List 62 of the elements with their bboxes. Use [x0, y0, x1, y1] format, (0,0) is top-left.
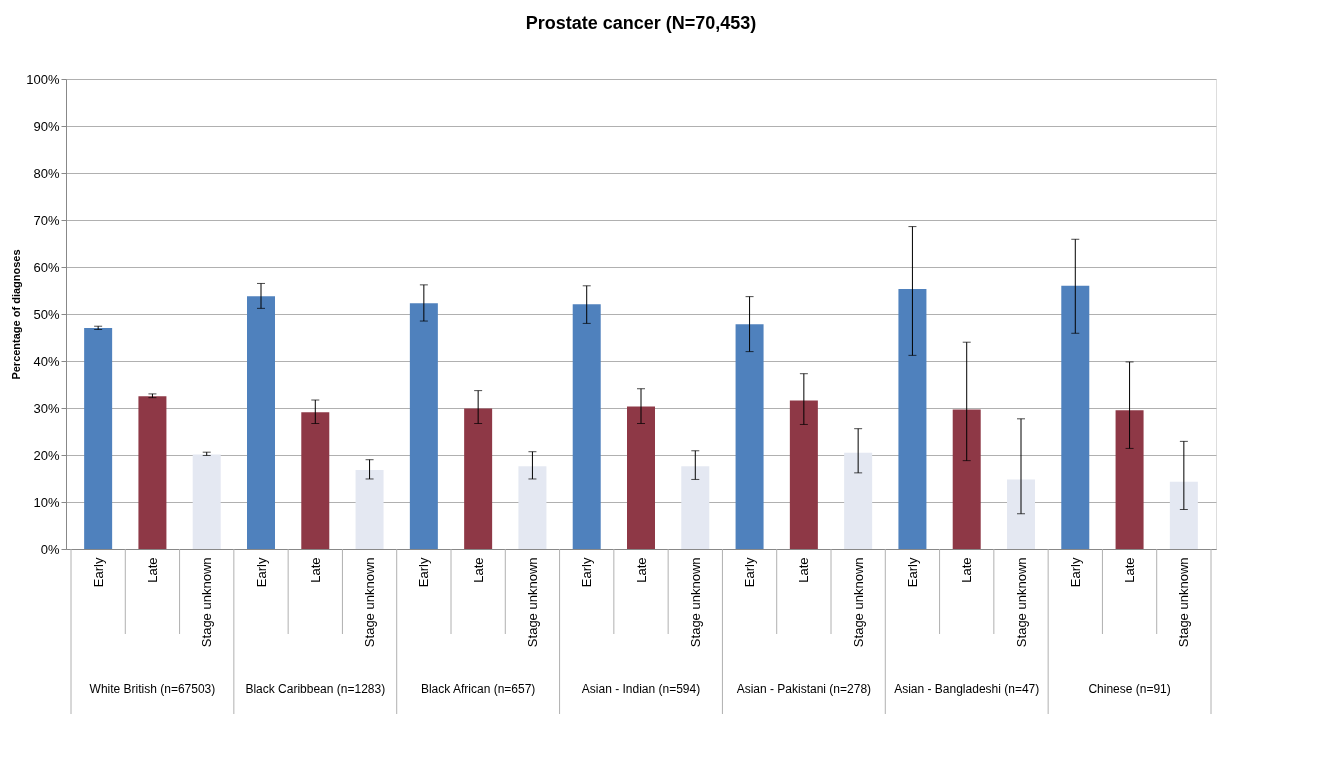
text: Black Caribbean (n=1283) [245, 682, 386, 696]
y-tick-label: 70% [33, 212, 60, 228]
x-tick-label: Early [904, 557, 920, 588]
bar [247, 296, 275, 549]
text: White British (n=67503) [89, 682, 216, 696]
x-tick-label: Early [416, 557, 432, 588]
bar [464, 408, 493, 549]
x-tick-label: Early [1067, 557, 1083, 588]
x-tick-label: Stage unknown [687, 557, 703, 648]
y-tick-label: 20% [33, 447, 60, 463]
bar [1115, 410, 1144, 549]
x-tick-label: Stage unknown [1176, 557, 1192, 648]
bar [518, 466, 547, 549]
bar [572, 304, 601, 549]
y-tick-label: 100% [26, 71, 60, 87]
bar [409, 303, 438, 549]
y-tick-label: 30% [33, 400, 60, 416]
y-tick-label: 60% [33, 259, 60, 275]
y-tick-label: 90% [33, 118, 60, 134]
bar [844, 452, 873, 549]
y-tick-label: 10% [33, 494, 60, 510]
y-axis-title: Percentage of diagnoses [10, 249, 23, 380]
x-tick-label: Early [742, 557, 758, 588]
y-tick-label: 80% [33, 165, 60, 181]
x-tick-label: Stage unknown [362, 557, 378, 648]
bar [138, 396, 167, 549]
x-tick-label: Stage unknown [524, 557, 540, 648]
x-tick-label: Stage unknown [850, 557, 866, 648]
y-tick-label: 0% [40, 541, 60, 557]
x-tick-label: Early [253, 557, 269, 588]
bar [1061, 285, 1090, 549]
chart-title: Prostate cancer (N=70,453) [525, 13, 757, 33]
x-tick-label: Late [633, 557, 649, 583]
x-tick-label: Late [959, 557, 975, 583]
x-tick-label: Late [1122, 557, 1138, 583]
bar [1169, 481, 1198, 549]
text: Chinese (n=91) [1088, 682, 1171, 696]
x-tick-label: Late [144, 557, 160, 583]
x-tick-label: Stage unknown [1013, 557, 1029, 648]
bar [735, 324, 764, 549]
x-tick-label: Early [579, 557, 595, 588]
bar [84, 328, 113, 549]
x-tick-label: Stage unknown [199, 557, 215, 648]
x-tick-label: Late [470, 557, 486, 583]
y-tick-label: 40% [33, 353, 60, 369]
text: Asian - Pakistani (n=278) [736, 682, 872, 696]
x-tick-label: Late [307, 557, 323, 583]
x-tick-label: Early [90, 557, 106, 588]
bar [681, 466, 710, 549]
bar [898, 289, 927, 549]
bar [301, 412, 330, 549]
bar [952, 409, 981, 549]
text: Asian - Bangladeshi (n=47) [894, 682, 1040, 696]
y-tick-label: 50% [33, 306, 60, 322]
text: Asian - Indian (n=594) [581, 682, 701, 696]
x-tick-label: Late [796, 557, 812, 583]
bar [1007, 479, 1035, 549]
bar [192, 454, 221, 549]
bar [627, 406, 655, 549]
text: Black African (n=657) [420, 682, 536, 696]
bar [789, 400, 818, 549]
bar [355, 470, 384, 549]
